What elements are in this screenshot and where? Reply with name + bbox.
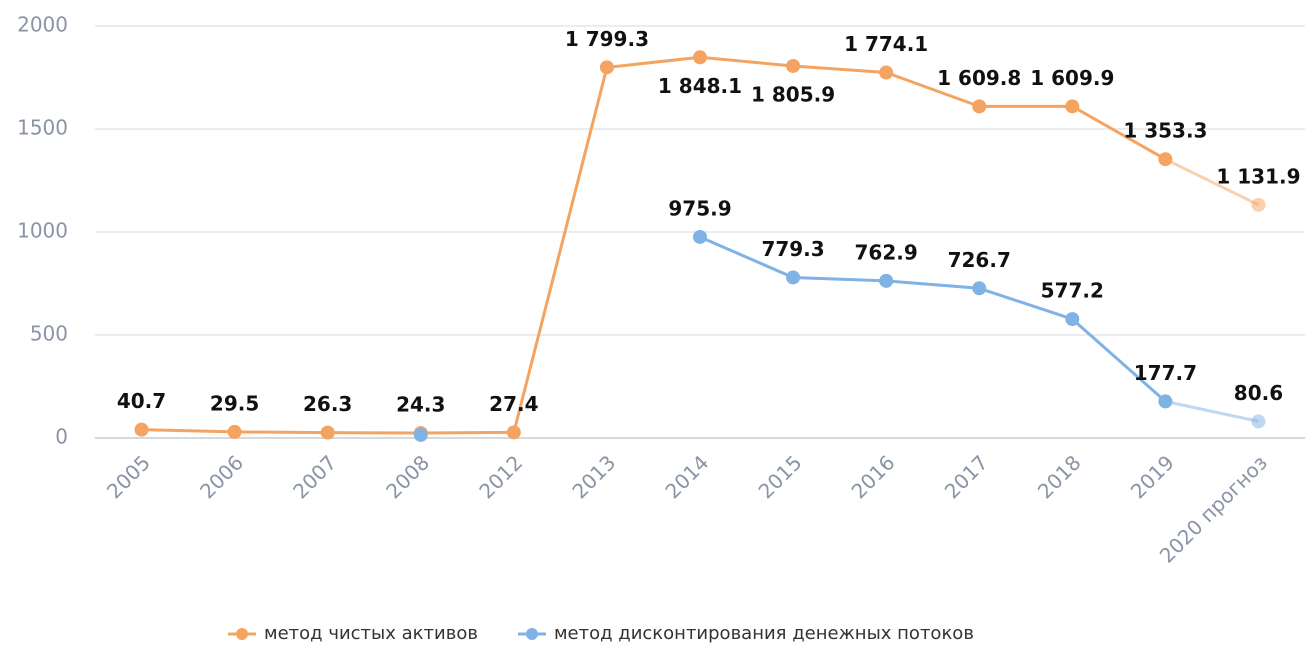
- line-segment: [1071, 105, 1167, 161]
- point: [134, 422, 149, 437]
- legend-label: метод дисконтирования денежных потоков: [554, 623, 974, 644]
- data-label: 975.9: [668, 196, 731, 220]
- point: [879, 273, 894, 288]
- line-segment: [793, 275, 887, 283]
- x-tick-label: 2013: [567, 450, 620, 503]
- point: [227, 424, 242, 439]
- x-tick-label: 2018: [1033, 450, 1086, 503]
- data-label: 80.6: [1234, 381, 1283, 405]
- data-label: 40.7: [117, 389, 166, 413]
- legend-marker: [236, 628, 248, 640]
- point: [879, 65, 894, 80]
- data-label: 1 848.1: [658, 74, 742, 98]
- data-label: 1 774.1: [844, 32, 928, 56]
- line-segment: [1165, 399, 1259, 423]
- point: [786, 58, 801, 73]
- y-tick-label: 500: [30, 322, 68, 346]
- data-label: 1 609.9: [1030, 66, 1114, 90]
- point: [693, 229, 707, 244]
- data-label: 1 609.8: [937, 66, 1021, 90]
- line-segment: [699, 55, 794, 68]
- line-segment: [234, 430, 328, 435]
- line-segment: [885, 71, 980, 108]
- x-tick-label: 2007: [288, 450, 341, 503]
- line-segment: [792, 64, 887, 75]
- data-label: 1 799.3: [565, 27, 649, 51]
- x-tick-label: 2006: [195, 450, 248, 503]
- x-tick-label: 2015: [754, 450, 807, 503]
- data-label: 177.7: [1134, 361, 1197, 385]
- line-segment: [606, 55, 701, 69]
- y-tick-label: 1000: [17, 219, 68, 243]
- line-segment: [512, 66, 609, 433]
- point: [1065, 99, 1080, 114]
- line-segment: [699, 235, 794, 279]
- data-label: 779.3: [761, 237, 824, 261]
- data-label: 726.7: [948, 248, 1011, 272]
- x-tick-label: 2016: [847, 450, 900, 503]
- legend-marker: [525, 628, 538, 640]
- x-tick-label: 2019: [1126, 450, 1179, 503]
- point: [599, 60, 614, 75]
- point: [506, 425, 521, 440]
- point: [972, 99, 987, 114]
- data-label: 24.3: [396, 392, 445, 416]
- data-label: 1 131.9: [1216, 164, 1300, 188]
- line-segment: [1071, 317, 1167, 403]
- point: [1251, 197, 1266, 212]
- data-label: 26.3: [303, 392, 352, 416]
- point: [786, 270, 801, 285]
- point: [413, 427, 428, 442]
- x-tick-label: 2012: [474, 450, 527, 503]
- x-tick-label: 2017: [940, 450, 993, 503]
- line-segment: [1164, 157, 1260, 207]
- legend-label: метод чистых активов: [264, 623, 478, 644]
- line-segment: [141, 428, 235, 434]
- point: [1251, 414, 1266, 429]
- y-tick-label: 1500: [17, 116, 68, 140]
- y-tick-label: 2000: [17, 13, 68, 37]
- point: [1065, 312, 1080, 327]
- x-tick-label: 2008: [381, 450, 434, 503]
- point: [320, 425, 335, 440]
- point: [1158, 152, 1173, 167]
- data-label: 27.4: [489, 392, 538, 416]
- x-tick-label: 2005: [102, 450, 155, 503]
- y-tick-label: 0: [55, 425, 68, 449]
- data-label: 1 353.3: [1123, 119, 1207, 143]
- data-label: 1 805.9: [751, 82, 835, 106]
- data-label: 577.2: [1041, 279, 1104, 303]
- point: [693, 50, 707, 65]
- data-label: 29.5: [210, 391, 259, 415]
- point: [972, 281, 987, 296]
- line-segment: [978, 286, 1073, 321]
- x-tick-label: 2014: [660, 450, 713, 503]
- line-segment: [420, 430, 514, 435]
- line-segment: [886, 279, 980, 290]
- point: [1158, 394, 1173, 409]
- data-label: 762.9: [855, 240, 918, 264]
